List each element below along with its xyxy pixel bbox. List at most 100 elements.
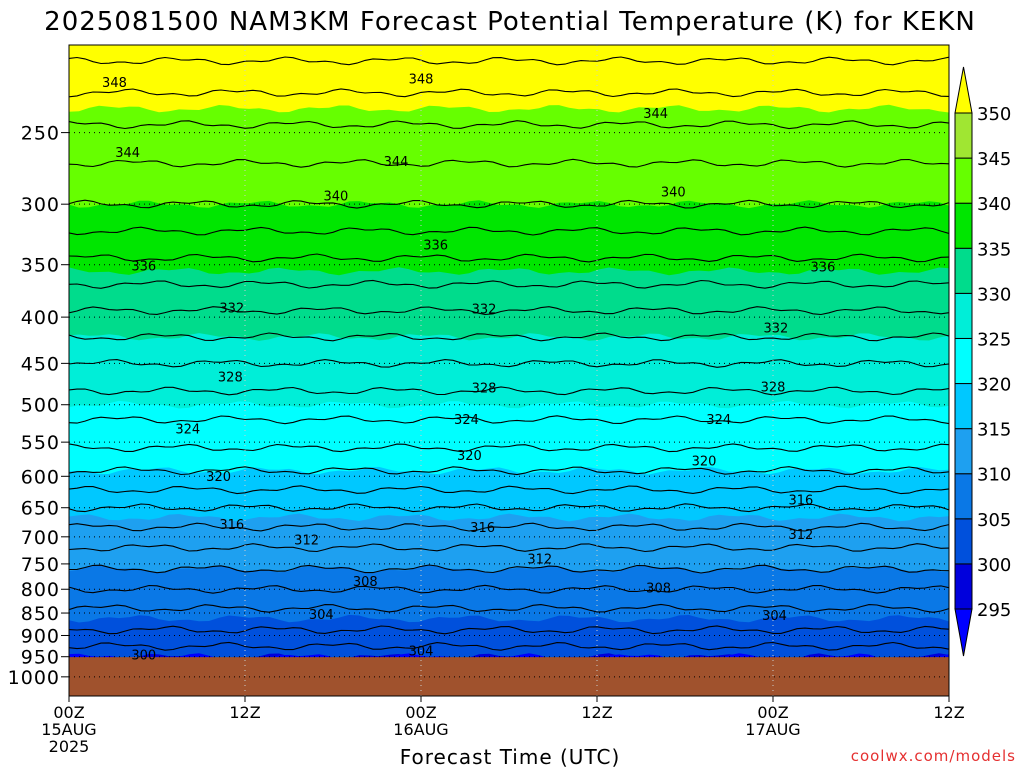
colorbar-label: 305	[977, 510, 1011, 531]
contour-label: 312	[788, 528, 813, 543]
colorbar-label: 350	[977, 104, 1011, 125]
contour-label: 340	[324, 190, 349, 205]
contour-line	[69, 158, 949, 168]
contour-line	[69, 603, 949, 613]
colorbar-arrow-high	[954, 66, 973, 114]
colorbar-label: 335	[977, 239, 1011, 260]
contour-line	[69, 226, 949, 236]
x-tick-label: 12Z	[933, 703, 964, 722]
y-tick-label: 750	[21, 554, 60, 576]
contour-label: 348	[102, 76, 127, 91]
contour-label: 304	[409, 644, 434, 659]
y-tick-label: 850	[21, 603, 60, 625]
y-tick-label: 800	[21, 579, 60, 601]
contour-line	[69, 386, 949, 396]
y-tick-label: 1000	[8, 667, 60, 689]
contour-label: 312	[527, 553, 552, 568]
contour-line	[69, 120, 949, 130]
colorbar-swatch	[954, 428, 973, 475]
contour-label: 316	[470, 521, 495, 536]
contour-label: 328	[218, 371, 243, 386]
contour-label: 336	[423, 239, 448, 254]
colorbar-swatch	[954, 563, 973, 610]
y-tick-label: 250	[21, 123, 60, 145]
x-tick-label: 12Z	[229, 703, 260, 722]
contour-label: 320	[692, 454, 717, 469]
contour-label: 316	[788, 493, 813, 508]
colorbar-swatch	[954, 157, 973, 204]
y-tick-label: 950	[21, 647, 60, 669]
contour-line	[69, 641, 949, 651]
x-tick-label: 15AUG	[41, 720, 96, 739]
x-tick-label: 17AUG	[745, 720, 800, 739]
contour-line	[69, 466, 949, 476]
colorbar-arrow-low	[954, 608, 973, 657]
contour-label: 344	[115, 146, 140, 161]
y-tick-label: 900	[21, 625, 60, 647]
contour-label: 344	[643, 107, 668, 122]
contour-line	[69, 564, 949, 574]
contour-label: 340	[661, 186, 686, 201]
contour-line	[69, 279, 949, 289]
contour-label: 328	[761, 381, 786, 396]
y-tick-label: 600	[21, 466, 60, 488]
contour-label: 336	[131, 259, 156, 274]
contour-line	[69, 415, 949, 425]
y-tick-label: 350	[21, 255, 60, 277]
x-tick-label: 2025	[49, 737, 90, 756]
contour-label: 332	[219, 302, 244, 317]
contour-line	[69, 332, 949, 342]
y-axis: 2503003504004505005506006507007508008509…	[8, 123, 69, 689]
contour-line	[69, 56, 949, 66]
contour-label: 332	[472, 303, 497, 318]
colorbar-label: 300	[977, 555, 1011, 576]
contour-line	[69, 306, 949, 316]
x-tick-label: 00Z	[757, 703, 788, 722]
colorbar-label: 325	[977, 329, 1011, 350]
colorbar-label: 320	[977, 375, 1011, 396]
contour-line	[69, 543, 949, 553]
contour-label: 308	[353, 575, 378, 590]
contour-line	[69, 503, 949, 513]
x-axis-title: Forecast Time (UTC)	[400, 745, 621, 768]
plot-frame	[68, 44, 950, 697]
contour-label: 304	[309, 608, 334, 623]
contour-line	[69, 625, 949, 635]
plot-area: 348 348 344 344 344 340 340 336 336 336 332 332 332 3…	[68, 44, 950, 697]
contour-label: 308	[646, 581, 671, 596]
contour-label: 328	[472, 381, 497, 396]
contour-line	[69, 485, 949, 495]
contour-label: 320	[457, 449, 482, 464]
colorbar-swatch	[954, 337, 973, 385]
contour-label: 304	[762, 609, 787, 624]
contour-label: 300	[131, 649, 156, 664]
contour-line	[69, 253, 949, 263]
x-tick-label: 16AUG	[393, 720, 448, 739]
contour-line	[69, 199, 949, 209]
contour-label: 320	[206, 470, 231, 485]
contour-line	[69, 88, 949, 98]
colorbar-swatch	[954, 202, 973, 249]
colorbar-label: 315	[977, 420, 1011, 441]
colorbar: 295 300 305 310 315 320 325 330 335 340 345 350	[954, 66, 1011, 657]
colorbar-label: 310	[977, 465, 1011, 486]
contour-label: 336	[810, 260, 835, 275]
y-tick-label: 450	[21, 353, 60, 375]
y-tick-label: 500	[21, 395, 60, 417]
y-tick-label: 700	[21, 527, 60, 549]
contour-label: 348	[409, 72, 434, 87]
y-tick-label: 300	[21, 194, 60, 216]
x-tick-label: 00Z	[405, 703, 436, 722]
colorbar-swatch	[954, 247, 973, 294]
x-tick-label: 00Z	[53, 703, 84, 722]
colorbar-label: 295	[977, 600, 1011, 621]
contour-line	[69, 522, 949, 532]
contour-label: 316	[219, 518, 244, 533]
colorbar-label: 345	[977, 149, 1011, 170]
colorbar-label: 330	[977, 284, 1011, 305]
colorbar-swatch	[954, 518, 973, 565]
contour-label: 344	[384, 155, 409, 170]
y-tick-label: 400	[21, 307, 60, 329]
